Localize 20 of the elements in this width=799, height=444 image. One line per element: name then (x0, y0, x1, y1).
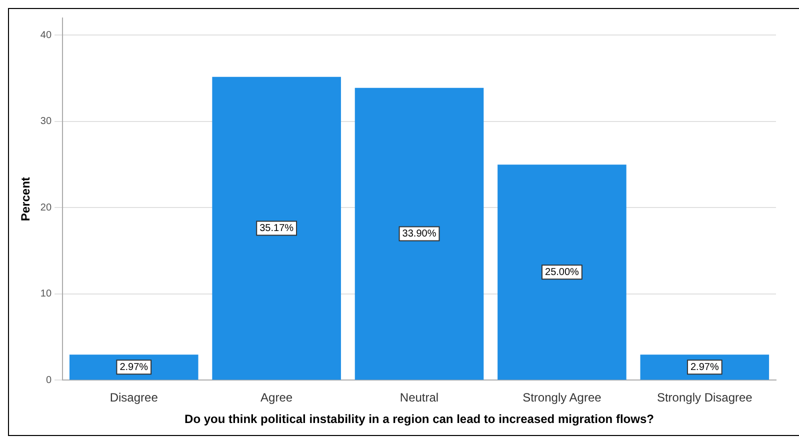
x-tick-label: Disagree (110, 390, 158, 405)
x-axis-title: Do you think political instability in a region can lead to increased migration flows? (184, 412, 654, 426)
y-tick-label: 30 (40, 116, 52, 128)
bar (212, 76, 341, 380)
bar (354, 88, 484, 380)
data-label: 2.97% (690, 362, 719, 373)
y-tick-label: 10 (40, 288, 52, 300)
x-tick-label: Strongly Disagree (656, 390, 753, 405)
y-tick-label: 20 (40, 202, 52, 214)
bar (498, 164, 626, 380)
data-label: 25.00% (544, 266, 580, 278)
y-axis-title: Percent (18, 177, 33, 222)
data-label: 2.97% (120, 362, 148, 373)
data-label: 33.90% (402, 228, 436, 240)
y-tick-label: 40 (40, 30, 52, 41)
x-tick-label: Agree (260, 390, 293, 405)
data-label: 35.17% (260, 223, 294, 234)
x-tick-label: Strongly Agree (522, 390, 602, 405)
x-tick-label: Neutral (400, 390, 439, 405)
y-tick-label: 0 (46, 374, 52, 386)
